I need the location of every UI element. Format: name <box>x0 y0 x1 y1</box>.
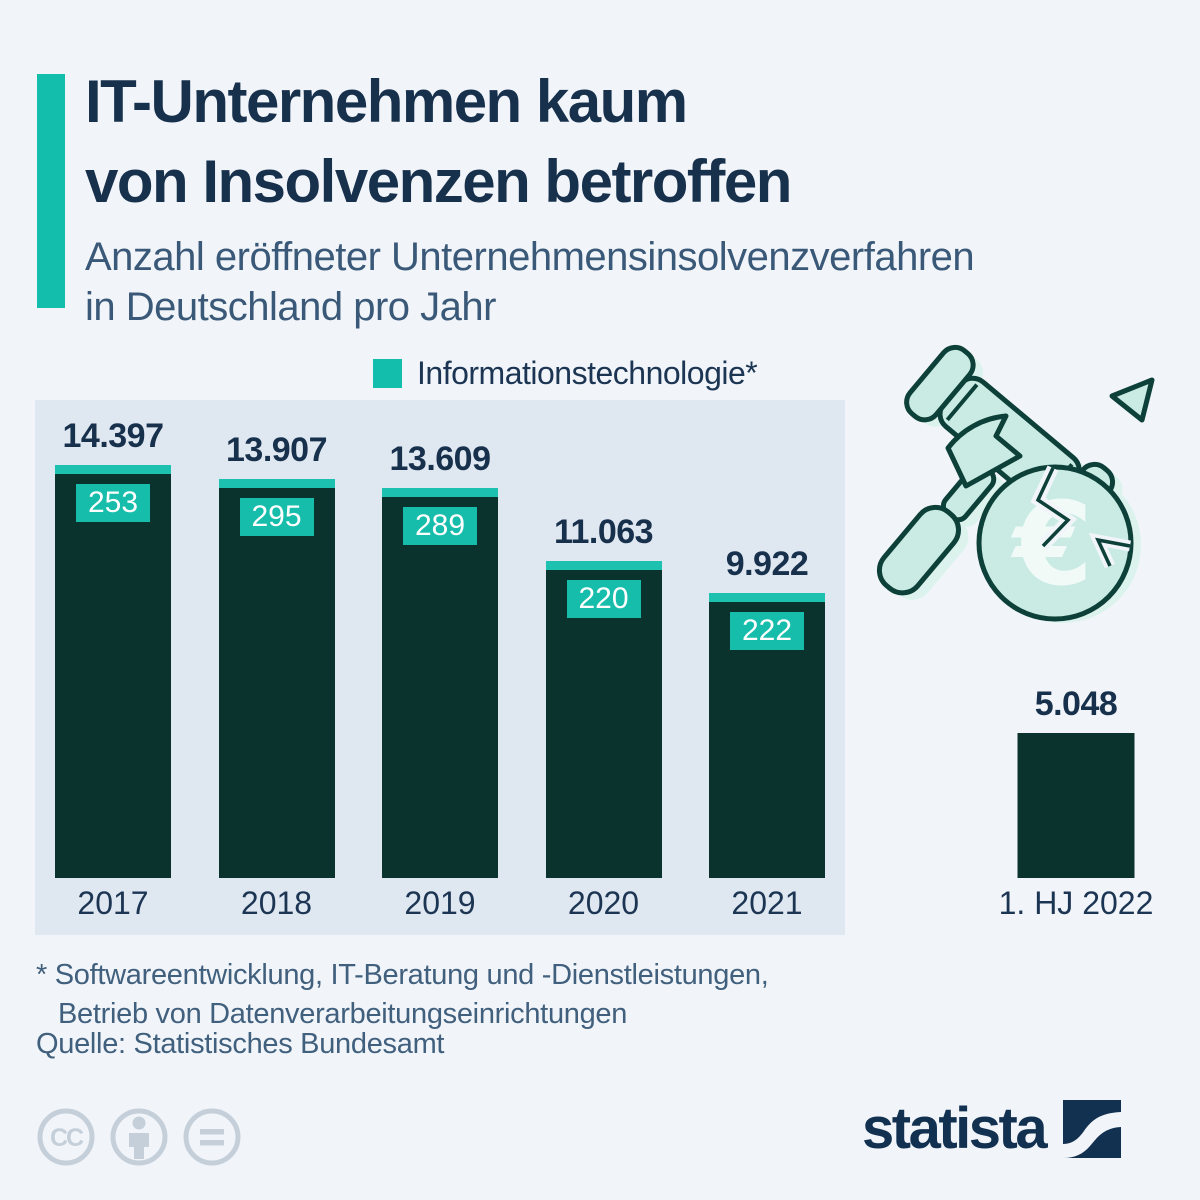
total-value-label: 13.907 <box>226 431 328 469</box>
total-value-label: 5.048 <box>1034 685 1118 723</box>
year-label: 2019 <box>404 885 476 921</box>
chart-panel: 14.397 253 2017 13.907 295 2018 13.609 2… <box>35 400 845 935</box>
gavel-breaking-euro-coin-illustration: € <box>860 328 1160 628</box>
title-accent-bar <box>37 74 65 308</box>
total-value-label: 11.063 <box>553 513 654 551</box>
bar-group-hj-2022: 5.048 1. HJ 2022 <box>976 400 1176 935</box>
no-derivatives-icon <box>183 1108 241 1166</box>
year-label: 2017 <box>77 885 149 921</box>
bar-hj-2022 <box>1017 733 1135 878</box>
bar-2019: 289 <box>382 488 498 878</box>
statista-mark-icon <box>1063 1100 1122 1158</box>
legend-swatch-icon <box>373 359 402 388</box>
it-segment-cap <box>382 488 498 497</box>
total-value-label: 13.609 <box>389 440 492 478</box>
chart-legend: Informationstechnologie* <box>373 355 758 392</box>
it-value-badge: 222 <box>730 612 804 650</box>
bar-2017: 253 <box>55 465 171 878</box>
bar-2018: 295 <box>218 479 335 878</box>
page-title: IT-Unternehmen kaum von Insolvenzen betr… <box>85 62 792 222</box>
page-subtitle: Anzahl eröffneter Unternehmensinsolvenzv… <box>85 232 975 332</box>
bar-group-2019: 13.609 289 2019 <box>382 400 498 935</box>
it-segment-cap <box>709 593 825 602</box>
footnote: * Softwareentwicklung, IT-Beratung und -… <box>36 956 769 1034</box>
it-segment-cap <box>545 561 662 570</box>
year-label: 2018 <box>240 885 313 921</box>
footnote-line-2: Betrieb von Datenverarbeitungseinrichtun… <box>58 998 628 1030</box>
bar-2020: 220 <box>545 561 662 878</box>
title-line-2: von Insolvenzen betroffen <box>85 148 792 215</box>
it-value-badge: 295 <box>239 498 314 536</box>
bar-group-2018: 13.907 295 2018 <box>218 400 335 935</box>
it-value-badge: 253 <box>76 484 150 522</box>
title-line-1: IT-Unternehmen kaum <box>85 68 688 135</box>
cc-license-badges[interactable]: CC <box>36 1106 272 1173</box>
bar-group-2021: 9.922 222 2021 <box>709 400 825 935</box>
subtitle-line-1: Anzahl eröffneter Unternehmensinsolvenzv… <box>85 235 975 279</box>
bar-group-2020: 11.063 220 2020 <box>545 400 662 935</box>
it-segment-cap <box>218 479 335 488</box>
legend-label: Informationstechnologie* <box>417 355 758 391</box>
subtitle-line-2: in Deutschland pro Jahr <box>85 285 496 329</box>
statista-wordmark: statista <box>862 1096 1048 1161</box>
statista-logo[interactable]: statista <box>862 1096 1122 1162</box>
source-credit: Quelle: Statistisches Bundesamt <box>36 1028 445 1060</box>
year-label: 1. HJ 2022 <box>998 885 1154 921</box>
it-value-badge: 220 <box>566 580 641 618</box>
bar-group-2017: 14.397 253 2017 <box>55 400 171 935</box>
bar-2021: 222 <box>709 593 825 878</box>
footnote-line-1: * Softwareentwicklung, IT-Beratung und -… <box>36 959 769 991</box>
total-value-label: 14.397 <box>62 417 165 455</box>
year-label: 2020 <box>567 885 640 921</box>
svg-text:CC: CC <box>50 1124 84 1152</box>
cc-icon: CC <box>37 1108 95 1166</box>
it-segment-cap <box>55 465 171 474</box>
year-label: 2021 <box>731 885 803 921</box>
gavel-euro-icon: € <box>876 344 1155 623</box>
attribution-icon <box>110 1108 168 1166</box>
it-value-badge: 289 <box>403 507 477 545</box>
total-value-label: 9.922 <box>725 545 809 583</box>
